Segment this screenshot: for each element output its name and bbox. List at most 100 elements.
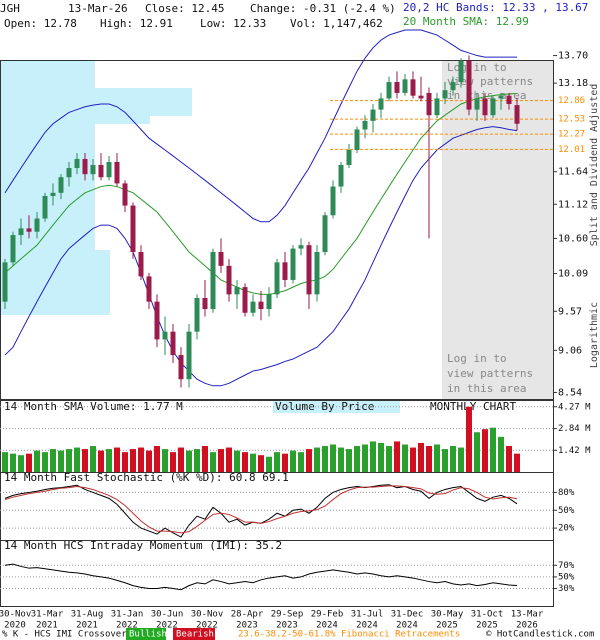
candle-body [266, 294, 272, 310]
symbol: JGH [0, 2, 20, 15]
x-tick-label: 2022 [156, 621, 178, 631]
volume-bar [466, 406, 472, 472]
candle-body [74, 158, 80, 169]
x-tick-label: 2022 [196, 621, 218, 631]
candle-body [58, 177, 64, 193]
volume: Vol: 1,147,462 [290, 17, 383, 30]
volume-bar [266, 456, 272, 472]
candle-body [42, 195, 48, 219]
x-tick-label: 30-Nov [191, 610, 224, 620]
candle-body [258, 301, 264, 310]
candle-body [210, 251, 216, 310]
notice: view patterns [447, 367, 533, 380]
notice: Log in to [447, 352, 507, 365]
candle-body [34, 218, 40, 232]
fib-label: 23.6-38.2-50-61.8% Fibonacci Retracement… [238, 630, 460, 640]
volume-bar [162, 449, 168, 472]
volume-bar [298, 452, 304, 472]
candle-body [114, 161, 120, 184]
candle-body [474, 98, 480, 110]
candle-body [298, 245, 304, 249]
volume-bar [482, 429, 488, 472]
candle-body [426, 92, 432, 116]
candle-body [394, 82, 400, 93]
y-tick-label: 70% [558, 561, 575, 571]
volume-bar [90, 446, 96, 472]
x-tick-label: 31-Jul [351, 610, 384, 620]
sma-label: 20 Month SMA: 12.99 [403, 15, 529, 28]
candle-body [450, 82, 456, 91]
volume-bar [282, 453, 288, 472]
volume-bar [290, 450, 296, 472]
y-tick-label: 13.70 [558, 51, 588, 62]
volume-bar [258, 455, 264, 472]
candle-body [10, 235, 16, 263]
x-tick-label: 2021 [36, 621, 58, 631]
line [4, 485, 518, 534]
candle-body [418, 95, 424, 99]
candle-body [170, 331, 176, 356]
volume-bar [202, 446, 208, 472]
x-tick-label: 2024 [356, 621, 378, 631]
candle-body [122, 183, 128, 206]
candle-body [66, 168, 72, 178]
x-tick-label: 31-Oct [471, 610, 504, 620]
y-tick-label: 11.12 [558, 199, 588, 210]
bullish-label: Bullish [129, 630, 167, 640]
x-tick-label: 2020 [4, 621, 26, 631]
volume-bar [514, 453, 520, 472]
candle-body [194, 297, 200, 332]
volume-bar [130, 449, 136, 472]
x-tick-label: 31-Dec [391, 610, 424, 620]
y-tick-label: 9.57 [558, 306, 582, 317]
line [4, 126, 518, 387]
x-tick-label: 2024 [316, 621, 338, 631]
fib-tick-label: 12.53 [558, 115, 585, 125]
candle-body [330, 186, 336, 216]
volume-bar [474, 432, 480, 472]
candle-body [362, 120, 368, 130]
y-tick-label: 11.64 [558, 167, 588, 178]
candle-body [250, 301, 256, 313]
volume-bar [498, 436, 504, 472]
volume-bar [354, 446, 360, 472]
x-tick-label: 2023 [236, 621, 258, 631]
x-tick-label: 28-Apr [231, 610, 264, 620]
volume-bar [322, 446, 328, 472]
candle-body [242, 287, 248, 313]
line [4, 563, 518, 591]
candle-body [282, 262, 288, 280]
candle-body [98, 164, 104, 178]
stochastic-title: 14 Month Fast Stochastic (%K %D): 60.8 6… [4, 471, 289, 484]
imi-frame [0, 540, 554, 607]
volume-bar [82, 449, 88, 472]
candle-body [146, 276, 152, 302]
bearish-swatch [173, 628, 215, 640]
volume-bar [106, 449, 112, 472]
y-tick-label: 30% [558, 584, 575, 594]
candle-body [226, 265, 232, 295]
line [4, 29, 517, 223]
x-tick-label: 31-Jan [111, 610, 144, 620]
x-tick-label: 29-Sep [271, 610, 304, 620]
adjust-note: Split and Dividend Adjusted [589, 84, 600, 247]
volume-bar [234, 450, 240, 472]
x-tick-label: 2025 [436, 621, 458, 631]
candle-body [2, 262, 8, 302]
volume-bar [2, 452, 8, 472]
y-tick-label: 50% [558, 506, 575, 516]
candle-body [370, 109, 376, 121]
volume-bar [346, 449, 352, 472]
candle-body [162, 331, 168, 340]
volume-bar [18, 455, 24, 472]
y-tick-label: 20% [558, 524, 575, 534]
fib-tick-label: 12.01 [558, 145, 585, 155]
candle-body [154, 301, 160, 340]
x-tick-label: 31-Mar [31, 610, 64, 620]
crossover-label: % K - HCS IMI Crossover, [2, 630, 132, 640]
x-tick-label: 2021 [76, 621, 98, 631]
close: Close: 12.45 [145, 2, 224, 15]
y-tick-label: 2.84 M [558, 424, 591, 434]
volume-bar [98, 450, 104, 472]
candle-body [458, 60, 464, 83]
